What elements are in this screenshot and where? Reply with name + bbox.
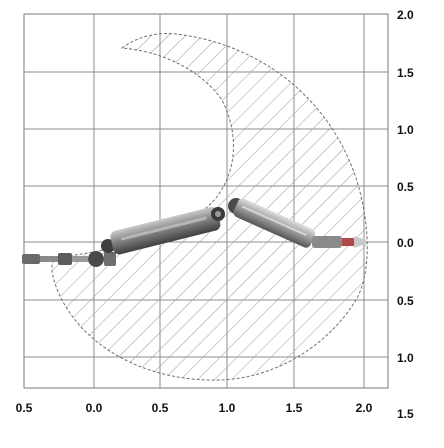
y-tick-label: 2.0: [397, 8, 414, 22]
y-tick-label: 1.5: [397, 407, 414, 421]
y-tick-label: 1.5: [397, 66, 414, 80]
x-tick-label: 1.5: [286, 401, 303, 415]
plot-frame: [23, 13, 389, 389]
base-link-4: [72, 256, 88, 262]
y-tick-label: 0.5: [397, 180, 414, 194]
tool-body: [312, 236, 342, 248]
y-tick-label: 0.0: [397, 236, 414, 250]
y-tick-label: 0.5: [397, 294, 414, 308]
robot-arm: [22, 198, 366, 267]
y-tick-label: 1.0: [397, 123, 414, 137]
shoulder-joint: [101, 239, 115, 253]
x-tick-labels: 0.5 0.0 0.5 1.0 1.5 2.0: [16, 401, 373, 415]
end-effector: [312, 236, 366, 248]
tool-tip: [354, 236, 366, 248]
y-tick-labels: 2.0 1.5 1.0 0.5 0.0 0.5 1.0 1.5: [397, 8, 414, 421]
upper-arm-body: [110, 207, 221, 255]
base-joint: [88, 251, 104, 267]
x-tick-label: 0.0: [86, 401, 103, 415]
arm-base-links: [22, 251, 116, 267]
x-tick-label: 1.0: [219, 401, 236, 415]
y-tick-label: 1.0: [397, 351, 414, 365]
base-link-5: [104, 252, 116, 266]
base-link-2: [40, 256, 58, 262]
elbow-joint-cap: [215, 211, 221, 217]
x-tick-label: 0.5: [152, 401, 169, 415]
x-tick-label: 2.0: [356, 401, 373, 415]
tool-accent: [342, 238, 354, 246]
forearm-segment: [233, 198, 316, 248]
upper-arm-segment: [110, 207, 221, 255]
x-tick-label: 0.5: [16, 401, 33, 415]
upper-arm-highlight: [120, 216, 207, 241]
reachable-workspace-region: [51, 33, 368, 381]
base-link-1: [22, 254, 40, 264]
base-link-3: [58, 253, 72, 265]
forearm-highlight: [241, 205, 307, 236]
